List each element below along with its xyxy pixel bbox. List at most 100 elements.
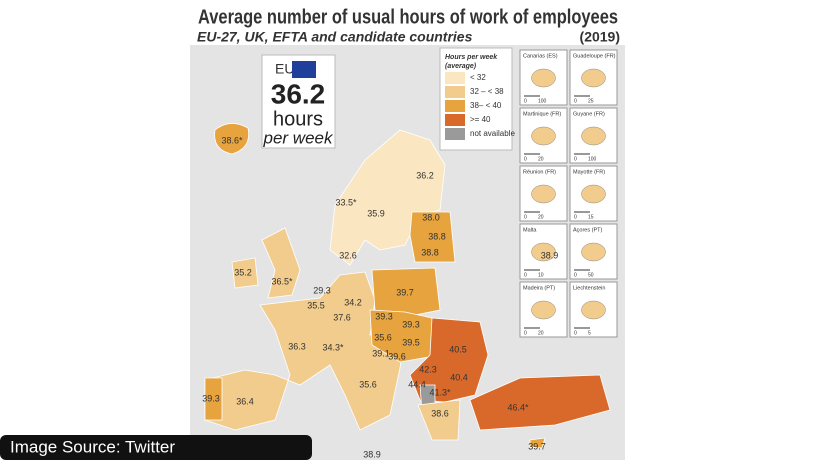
- legend-label: >= 40: [470, 115, 491, 124]
- legend-swatch: [445, 72, 465, 84]
- inset-scale-label: 20: [538, 214, 544, 220]
- map-label: 40.4: [450, 372, 468, 382]
- legend-label: not available: [470, 129, 515, 138]
- inset-name: Réunion (FR): [523, 169, 556, 175]
- map-label: 35.6: [359, 379, 377, 389]
- legend-label: 38– < 40: [470, 101, 502, 110]
- year: (2019): [580, 29, 620, 45]
- inset-name: Guadeloupe (FR): [573, 53, 616, 59]
- map-label: 39.3: [375, 311, 393, 321]
- eu-flag: [292, 61, 316, 78]
- map-label: 35.5: [307, 300, 325, 310]
- map-label: 38.6: [431, 408, 449, 418]
- map-label: 39.7: [396, 287, 414, 297]
- inset-scale-label: 100: [588, 156, 597, 162]
- map-label: 33.5*: [335, 197, 357, 207]
- inset-name: Guyane (FR): [573, 111, 605, 117]
- map-label: 36.5*: [271, 276, 293, 286]
- inset-scale-label: 5: [588, 330, 591, 336]
- inset-scale-label: 0: [524, 98, 527, 104]
- inset-name: Mayotte (FR): [573, 169, 605, 175]
- map-label: 34.2: [344, 297, 362, 307]
- inset-scale-label: 15: [588, 214, 594, 220]
- inset-scale-label: 0: [574, 156, 577, 162]
- map-label: 40.5: [449, 344, 467, 354]
- legend-swatch: [445, 114, 465, 126]
- map-label: 42.3: [419, 364, 437, 374]
- map-label: 44.4: [408, 379, 426, 389]
- map-label: 39.3: [402, 319, 420, 329]
- inset-land: [531, 126, 556, 146]
- inset-land: [531, 300, 556, 320]
- eu-label: EU: [275, 61, 294, 77]
- map-label: 39.3: [202, 393, 220, 403]
- inset-scale-label: 0: [574, 98, 577, 104]
- inset-scale-label: 25: [588, 98, 594, 104]
- inset-land: [531, 184, 556, 204]
- inset-name: Liechtenstein: [573, 285, 605, 291]
- inset-land: [531, 68, 556, 88]
- legend-title: Hours per week: [445, 54, 498, 61]
- map-label: 41.3*: [429, 387, 451, 397]
- map-label: 39.1: [372, 348, 390, 358]
- map-label: 35.2: [234, 267, 252, 277]
- map-label: 35.9: [367, 208, 385, 218]
- legend-swatch: [445, 100, 465, 112]
- inset-scale-label: 0: [524, 156, 527, 162]
- source: Image Source: Twitter: [10, 437, 175, 456]
- inset-land: [581, 68, 606, 88]
- legend-label: < 32: [470, 73, 486, 82]
- inset-scale-label: 0: [574, 330, 577, 336]
- inset-scale-label: 100: [538, 98, 547, 104]
- map-label: 36.2: [416, 170, 434, 180]
- eu-per: per week: [263, 128, 334, 147]
- eu-value: 36.2: [271, 78, 326, 109]
- map-label: 34.3*: [322, 342, 344, 352]
- inset-value: 38.9: [541, 250, 559, 260]
- map-label: 38.8: [421, 247, 439, 257]
- inset-name: Canarias (ES): [523, 53, 558, 59]
- map-label: 38.9: [363, 449, 381, 459]
- eu-unit: hours: [273, 108, 323, 130]
- map-label: 39.7: [528, 441, 546, 451]
- inset-scale-label: 0: [574, 272, 577, 278]
- map-label: 35.6: [374, 332, 392, 342]
- inset-scale-label: 10: [538, 272, 544, 278]
- map-label: 39.5: [402, 337, 420, 347]
- inset-scale-label: 0: [524, 214, 527, 220]
- source-box: [0, 435, 312, 460]
- legend-title: (average): [445, 63, 477, 70]
- map-label: 38.0: [422, 212, 440, 222]
- map-label: 39.6: [388, 351, 406, 361]
- inset-land: [581, 300, 606, 320]
- inset-scale-label: 50: [588, 272, 594, 278]
- inset-land: [581, 126, 606, 146]
- inset-name: Malta: [523, 227, 537, 233]
- inset-scale-label: 0: [574, 214, 577, 220]
- map-label: 36.4: [236, 396, 254, 406]
- map: [204, 123, 611, 449]
- inset-scale-label: 0: [524, 272, 527, 278]
- title: Average number of usual hours of work of…: [198, 6, 618, 28]
- map-label: 38.6*: [221, 135, 243, 145]
- legend-label: 32 – < 38: [470, 87, 504, 96]
- legend-swatch: [445, 86, 465, 98]
- inset-name: Madeira (PT): [523, 285, 555, 291]
- map-label: 38.8: [428, 231, 446, 241]
- inset-scale-label: 20: [538, 156, 544, 162]
- inset-land: [581, 184, 606, 204]
- inset-land: [581, 242, 606, 262]
- legend-swatch: [445, 128, 465, 140]
- inset-name: Açores (PT): [573, 227, 603, 233]
- map-label: 37.6: [333, 312, 351, 322]
- inset-scale-label: 0: [524, 330, 527, 336]
- map-label: 36.3: [288, 341, 306, 351]
- subtitle: EU-27, UK, EFTA and candidate countries: [197, 29, 473, 45]
- inset-scale-label: 20: [538, 330, 544, 336]
- inset-land: [531, 242, 556, 262]
- inset-name: Martinique (FR): [523, 111, 561, 117]
- map-label: 46.4*: [507, 402, 529, 412]
- map-label: 29.3: [313, 285, 331, 295]
- map-label: 32.6: [339, 250, 357, 260]
